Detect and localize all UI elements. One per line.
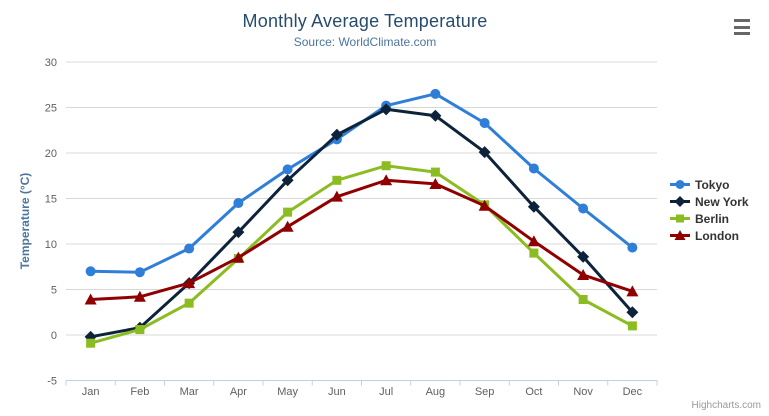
data-point-berlin[interactable] — [381, 161, 391, 171]
data-point-london[interactable] — [330, 190, 343, 202]
data-point-new-york[interactable] — [380, 103, 393, 116]
data-point-tokyo[interactable] — [430, 88, 441, 99]
data-point-london[interactable] — [84, 293, 97, 305]
data-point-tokyo[interactable] — [134, 267, 145, 278]
data-point-berlin[interactable] — [578, 295, 588, 305]
y-axis-label: -5 — [47, 376, 57, 388]
data-point-london[interactable] — [133, 290, 146, 302]
hamburger-menu-icon — [734, 19, 750, 22]
x-axis-label: Dec — [623, 386, 643, 398]
data-point-london[interactable] — [527, 235, 540, 247]
series-line-berlin[interactable] — [89, 164, 634, 345]
data-point-tokyo[interactable] — [578, 203, 589, 214]
data-point-london[interactable] — [577, 268, 590, 280]
series-line-london[interactable] — [89, 178, 634, 301]
legend-marker-shape — [675, 180, 685, 189]
data-point-tokyo[interactable] — [627, 242, 638, 253]
legend-marker-square-icon — [670, 214, 690, 223]
hamburger-menu-icon — [734, 25, 750, 29]
legend-marker-shape — [674, 196, 686, 207]
x-axis-label: Jun — [328, 386, 346, 398]
x-axis-label: May — [277, 386, 298, 398]
x-axis-label: Jul — [379, 386, 393, 398]
x-axis-label: Feb — [130, 386, 149, 398]
data-point-new-york[interactable] — [478, 146, 491, 159]
y-axis-label: 25 — [45, 103, 57, 115]
y-axis-label: 15 — [45, 194, 57, 206]
data-point-london[interactable] — [478, 199, 491, 211]
x-axis-label: Jan — [82, 386, 100, 398]
data-point-new-york[interactable] — [577, 250, 590, 263]
data-point-london[interactable] — [429, 177, 442, 189]
data-point-london[interactable] — [281, 220, 294, 232]
data-point-new-york[interactable] — [232, 226, 245, 239]
legend-item-new-york[interactable]: New York — [670, 193, 749, 210]
x-axis-label: Apr — [230, 386, 247, 398]
legend-item-berlin[interactable]: Berlin — [670, 210, 749, 227]
legend-label: Berlin — [695, 211, 730, 226]
data-point-london[interactable] — [380, 174, 393, 186]
y-axis-label: 0 — [51, 330, 57, 342]
data-point-berlin[interactable] — [529, 248, 539, 258]
chart-context-menu-button[interactable] — [730, 17, 754, 37]
x-axis-label: Sep — [475, 386, 495, 398]
y-axis-label: 20 — [45, 148, 57, 160]
legend-label: Tokyo — [695, 177, 730, 192]
data-point-tokyo[interactable] — [528, 163, 539, 174]
credits-link[interactable]: Highcharts.com — [691, 400, 761, 411]
data-point-tokyo[interactable] — [184, 243, 195, 254]
legend-marker-shape — [674, 230, 686, 240]
x-axis-label: Aug — [426, 386, 446, 398]
y-axis-label: 5 — [51, 285, 57, 297]
legend-item-tokyo[interactable]: Tokyo — [670, 176, 749, 193]
data-point-new-york[interactable] — [281, 174, 294, 187]
legend-marker-triangle-icon — [670, 230, 690, 240]
chart-subtitle: Source: WorldClimate.com — [293, 35, 437, 49]
y-axis-label: 30 — [45, 57, 57, 69]
chart-title: Monthly Average Temperature — [242, 11, 488, 31]
data-point-berlin[interactable] — [184, 298, 194, 308]
legend-marker-diamond-icon — [670, 196, 690, 207]
legend-label: London — [695, 228, 739, 243]
data-point-berlin[interactable] — [283, 207, 293, 217]
data-point-tokyo[interactable] — [282, 164, 293, 175]
data-point-london[interactable] — [183, 277, 196, 289]
series-line-new-york[interactable] — [89, 107, 634, 339]
data-point-new-york[interactable] — [429, 109, 442, 122]
data-point-london[interactable] — [232, 251, 245, 263]
y-axis-label: 10 — [45, 239, 57, 251]
data-point-new-york[interactable] — [626, 306, 639, 319]
legend: Tokyo New York Berlin London — [670, 176, 749, 244]
data-point-berlin[interactable] — [430, 167, 440, 177]
data-point-berlin[interactable] — [332, 175, 342, 185]
x-axis-label: Oct — [525, 386, 542, 398]
legend-label: New York — [695, 194, 749, 209]
data-point-new-york[interactable] — [527, 200, 540, 213]
data-point-berlin[interactable] — [135, 325, 145, 335]
legend-item-london[interactable]: London — [670, 227, 749, 244]
data-point-berlin[interactable] — [627, 321, 637, 331]
data-point-new-york[interactable] — [330, 128, 343, 141]
x-axis-label: Nov — [573, 386, 593, 398]
hamburger-menu-icon — [734, 32, 750, 35]
data-point-tokyo[interactable] — [479, 117, 490, 128]
legend-marker-shape — [676, 214, 684, 223]
legend-marker-circle-icon — [670, 180, 690, 189]
data-point-london[interactable] — [626, 285, 639, 297]
x-axis-label: Mar — [180, 386, 199, 398]
data-point-tokyo[interactable] — [85, 266, 96, 277]
data-point-berlin[interactable] — [86, 338, 96, 348]
data-point-tokyo[interactable] — [233, 198, 244, 209]
y-axis-title: Temperature (°C) — [18, 172, 32, 270]
